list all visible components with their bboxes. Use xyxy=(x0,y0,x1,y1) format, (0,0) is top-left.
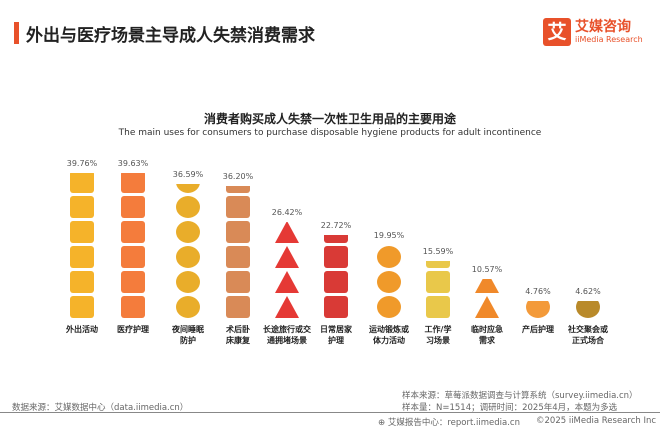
sample-size: 样本量：N=1514；调研时间：2025年4月，本题为多选 xyxy=(402,403,618,413)
value-label: 15.59% xyxy=(422,247,454,257)
category-label: 术后卧 床康复 xyxy=(226,325,250,345)
medical-kit-icon xyxy=(121,296,145,318)
luggage-icon xyxy=(70,271,94,293)
value-label: 36.59% xyxy=(172,170,204,180)
bar-6 xyxy=(364,245,414,318)
value-label: 19.95% xyxy=(373,231,405,241)
moon-icon xyxy=(176,296,200,318)
bar-4 xyxy=(262,221,312,318)
crutch-cast-icon xyxy=(226,185,250,193)
bar-5 xyxy=(311,235,361,318)
person-sofa-icon xyxy=(324,296,348,318)
logo-mark: 艾 xyxy=(543,18,571,46)
medical-kit-icon xyxy=(121,271,145,293)
moon-icon xyxy=(176,246,200,268)
bar-2 xyxy=(163,184,213,318)
basketball-icon xyxy=(377,246,401,268)
globe-icon: ⊕ xyxy=(378,418,388,428)
crutch-cast-icon xyxy=(226,246,250,268)
category-label: 夜间睡眠 防护 xyxy=(172,325,204,345)
value-label: 36.20% xyxy=(222,171,254,181)
data-source: 数据来源：艾媒数据中心（data.iimedia.cn） xyxy=(12,403,189,413)
crutch-cast-icon xyxy=(226,271,250,293)
bar-10 xyxy=(563,301,613,318)
person-sofa-icon xyxy=(324,246,348,268)
bar-9 xyxy=(513,300,563,318)
traffic-warning-icon xyxy=(275,246,299,268)
chart-subtitle: The main uses for consumers to purchase … xyxy=(118,128,542,138)
category-label: 临时应急 需求 xyxy=(471,325,503,345)
crutch-cast-icon xyxy=(226,196,250,218)
moon-icon xyxy=(176,196,200,218)
medical-kit-icon xyxy=(121,246,145,268)
bar-1 xyxy=(108,173,158,318)
crutch-cast-icon xyxy=(226,296,250,318)
traffic-warning-icon xyxy=(275,221,299,243)
traffic-warning-icon xyxy=(275,296,299,318)
page-title: 外出与医疗场景主导成人失禁消费需求 xyxy=(26,26,315,46)
luggage-icon xyxy=(70,172,94,193)
value-label: 39.63% xyxy=(117,159,149,169)
logo-cn: 艾媒咨询 xyxy=(575,18,631,35)
logo: 艾 艾媒咨询 iiMedia Research xyxy=(543,18,643,46)
chart-title: 消费者购买成人失禁一次性卫生用品的主要用途 xyxy=(203,112,456,126)
bar-8 xyxy=(462,279,512,318)
footer-divider xyxy=(0,412,660,413)
logo-en: iiMedia Research xyxy=(575,34,643,44)
moon-icon xyxy=(176,271,200,293)
luggage-icon xyxy=(70,296,94,318)
moon-icon xyxy=(176,184,200,193)
value-label: 22.72% xyxy=(320,221,352,231)
value-label: 26.42% xyxy=(271,207,303,217)
bar-3 xyxy=(213,185,263,318)
baby-icon xyxy=(526,300,550,318)
ruler-pencil-icon xyxy=(426,271,450,293)
report-center: ⊕ 艾媒报告中心：report.iimedia.cn xyxy=(378,416,520,428)
basketball-icon xyxy=(377,271,401,293)
report-center-text: 艾媒报告中心：report.iimedia.cn xyxy=(387,418,520,428)
medical-kit-icon xyxy=(121,221,145,243)
category-label: 长途旅行或交 通拥堵场景 xyxy=(263,325,311,345)
copyright: ©2025 iiMedia Research Inc xyxy=(536,416,657,426)
value-label: 4.62% xyxy=(575,287,601,297)
category-label: 日常居家 护理 xyxy=(320,325,352,345)
category-label: 外出活动 xyxy=(66,325,98,334)
category-label: 医疗护理 xyxy=(117,325,149,334)
value-label: 39.76% xyxy=(66,158,98,168)
moon-icon xyxy=(176,221,200,243)
category-label: 产后护理 xyxy=(522,325,554,334)
luggage-icon xyxy=(70,196,94,218)
warning-icon xyxy=(475,279,499,293)
crutch-cast-icon xyxy=(226,221,250,243)
category-label: 运动锻炼或 体力活动 xyxy=(369,325,409,345)
warning-icon xyxy=(475,296,499,318)
medical-kit-icon xyxy=(121,196,145,218)
bar-7 xyxy=(413,261,463,318)
person-sofa-icon xyxy=(324,235,348,243)
bar-0 xyxy=(57,172,107,318)
globe-icon xyxy=(576,301,600,318)
category-label: 工作/学 习场景 xyxy=(424,325,452,345)
basketball-icon xyxy=(377,296,401,318)
person-sofa-icon xyxy=(324,271,348,293)
ruler-pencil-icon xyxy=(426,296,450,318)
category-label: 社交聚会或 正式场合 xyxy=(568,325,608,345)
sample-source: 样本来源：草莓派数据调查与计算系统（survey.iimedia.cn） xyxy=(402,391,638,401)
medical-kit-icon xyxy=(121,173,145,193)
title-accent-bar xyxy=(14,22,19,44)
ruler-pencil-icon xyxy=(426,261,450,268)
traffic-warning-icon xyxy=(275,271,299,293)
value-label: 4.76% xyxy=(525,286,551,296)
value-label: 10.57% xyxy=(471,265,503,275)
luggage-icon xyxy=(70,221,94,243)
luggage-icon xyxy=(70,246,94,268)
